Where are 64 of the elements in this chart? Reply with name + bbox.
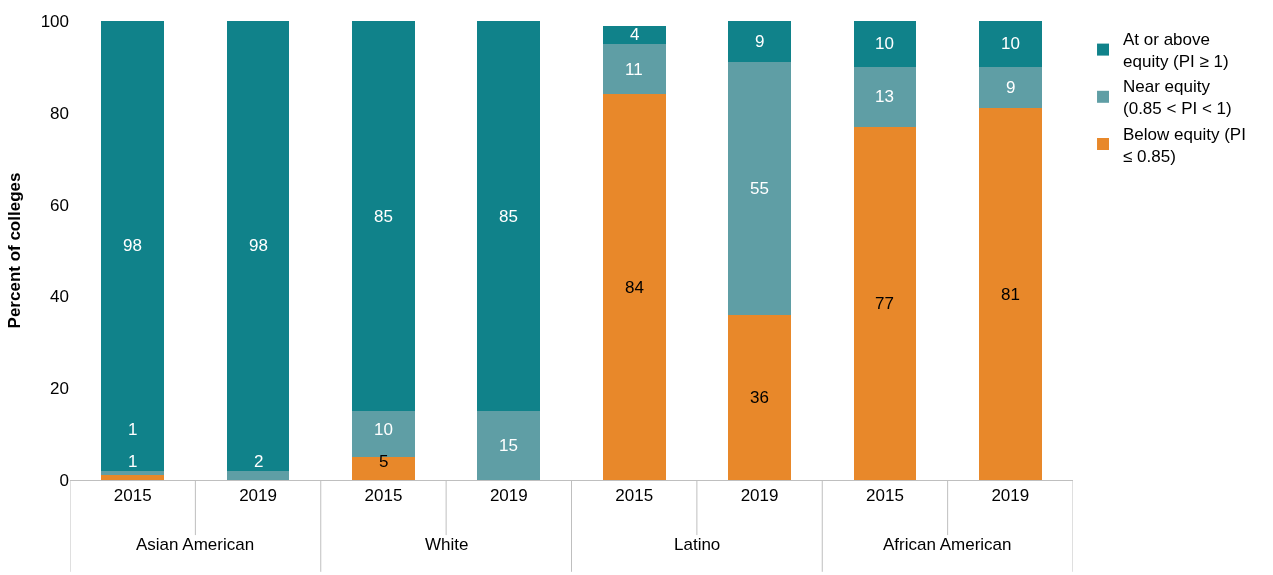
bar <box>853 66 917 127</box>
bar <box>853 126 917 480</box>
bar <box>602 25 666 44</box>
text: African American <box>883 535 1012 554</box>
data-label: 98 <box>123 236 142 255</box>
x-tick-label: 2015 <box>615 486 654 506</box>
data-label: 15 <box>499 436 518 455</box>
y-tick-label: 80 <box>50 103 69 123</box>
data-label: 11 <box>625 60 643 79</box>
data-label: 1 <box>128 420 138 439</box>
data-label: 13 <box>875 87 894 106</box>
data-label: 4 <box>630 25 640 44</box>
data-label: 85 <box>374 207 393 226</box>
x-tick-label: 2015 <box>113 486 152 506</box>
y-axis-title: Percent of colleges <box>5 172 25 329</box>
x-tick-label: 2015 <box>364 486 403 506</box>
legend-label: Below equity (PI ≤ 0.85) <box>1123 124 1246 166</box>
bar <box>853 21 917 67</box>
data-label: 2 <box>254 452 264 471</box>
legend-label: At or above equity (PI ≥ 1) <box>1123 30 1229 72</box>
x-tick-label: 2019 <box>740 486 779 506</box>
bar <box>101 475 165 480</box>
bar <box>477 411 541 480</box>
data-label: 10 <box>875 34 894 53</box>
bar <box>728 62 791 315</box>
data-label: 1 <box>128 452 138 471</box>
legend-label: Near equity (0.85 < PI < 1) <box>1123 77 1232 119</box>
bar <box>101 21 165 471</box>
text: Latino <box>674 535 721 554</box>
data-label: 36 <box>750 388 769 407</box>
bar <box>978 66 1042 109</box>
bar <box>352 21 415 412</box>
text: Asian American <box>136 535 255 554</box>
data-label: 84 <box>625 278 644 297</box>
x-tick-label: 2019 <box>991 486 1030 506</box>
data-label: 10 <box>1001 34 1020 53</box>
y-tick-label: 40 <box>50 287 69 307</box>
bar <box>728 21 791 63</box>
bar <box>602 94 666 480</box>
bar <box>352 457 415 480</box>
x-tick-label: 2015 <box>866 486 904 506</box>
bar <box>226 21 290 471</box>
text: White <box>425 535 469 554</box>
bar <box>978 21 1042 67</box>
data-label: 5 <box>379 452 389 471</box>
data-label: 81 <box>1001 285 1020 304</box>
bar <box>226 470 290 480</box>
y-tick-label: 0 <box>59 470 69 490</box>
data-label: 55 <box>750 179 769 198</box>
data-label: 98 <box>249 236 268 255</box>
bar <box>978 108 1042 480</box>
data-label: 9 <box>755 32 765 51</box>
data-label: 9 <box>1006 78 1016 97</box>
y-tick-label: 60 <box>50 195 69 215</box>
data-label: 85 <box>499 207 518 226</box>
bar <box>602 43 666 95</box>
x-tick-label: 2019 <box>489 486 528 506</box>
data-label: 77 <box>875 294 894 313</box>
x-tick-label: 2019 <box>239 486 277 506</box>
bar <box>728 314 791 480</box>
y-tick-label: 20 <box>50 379 69 399</box>
data-label: 10 <box>374 420 393 439</box>
bar <box>477 21 541 412</box>
y-tick-label: 100 <box>40 11 69 31</box>
